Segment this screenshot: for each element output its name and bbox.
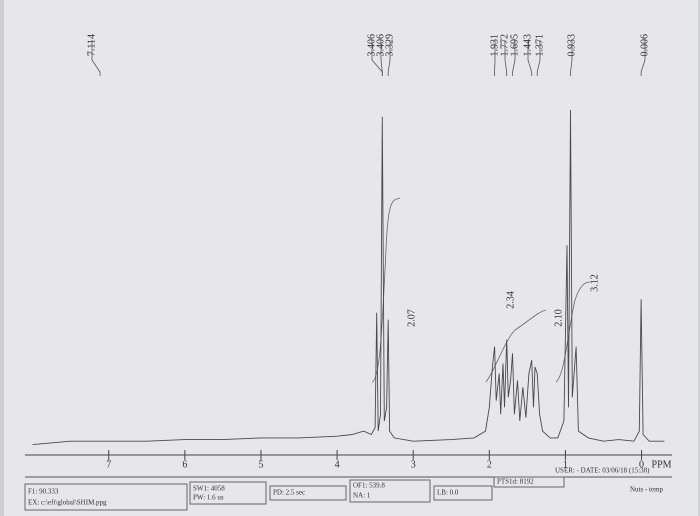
- spectrum: [32, 109, 665, 446]
- na: NA: 1: [353, 492, 371, 500]
- x-tick-label: 3: [411, 459, 416, 470]
- x-tick-label: 7: [106, 459, 111, 470]
- peak-leader: [536, 40, 541, 76]
- of1: OF1: 539.8: [353, 482, 385, 490]
- peak-leader: [640, 40, 646, 76]
- f1: F1: 90.333: [28, 488, 59, 496]
- pts: PTS1d: 8192: [497, 478, 534, 486]
- x-tick-label: 1: [563, 459, 568, 470]
- x-tick-label: 4: [335, 459, 340, 470]
- integral-label: 2.07: [406, 309, 417, 327]
- peak-leader: [91, 40, 101, 76]
- ex: EX: c:\eft\global\SHIM.ppg: [28, 499, 107, 507]
- footer-boxes: [24, 476, 565, 511]
- peak-leader: [570, 40, 573, 76]
- lb: LB: 0.0: [437, 489, 459, 497]
- pd: PD: 2.5 sec: [273, 489, 305, 497]
- integral-label: 2.10: [553, 309, 564, 327]
- integral-label: 3.12: [589, 274, 600, 292]
- peak-leader: [527, 40, 533, 76]
- paper: [4, 0, 698, 516]
- x-tick-label: 5: [258, 459, 263, 470]
- peak-leader: [387, 40, 391, 76]
- pw: PW: 1.6 us: [193, 494, 224, 502]
- x-tick-label: 2: [487, 459, 492, 470]
- x-tick-label: 0: [639, 459, 644, 470]
- peak-leader: [504, 40, 508, 76]
- peak-leader: [512, 40, 516, 76]
- x-unit: PPM: [652, 459, 672, 470]
- user-date: USER: - DATE: 03/06/18 (15:38): [555, 467, 650, 475]
- x-tick-label: 6: [182, 459, 187, 470]
- integral-label: 2.34: [505, 291, 516, 309]
- probe: Nuts - temp: [630, 486, 664, 494]
- peak-leader: [380, 40, 383, 76]
- sw1: SW1: 4058: [193, 485, 225, 493]
